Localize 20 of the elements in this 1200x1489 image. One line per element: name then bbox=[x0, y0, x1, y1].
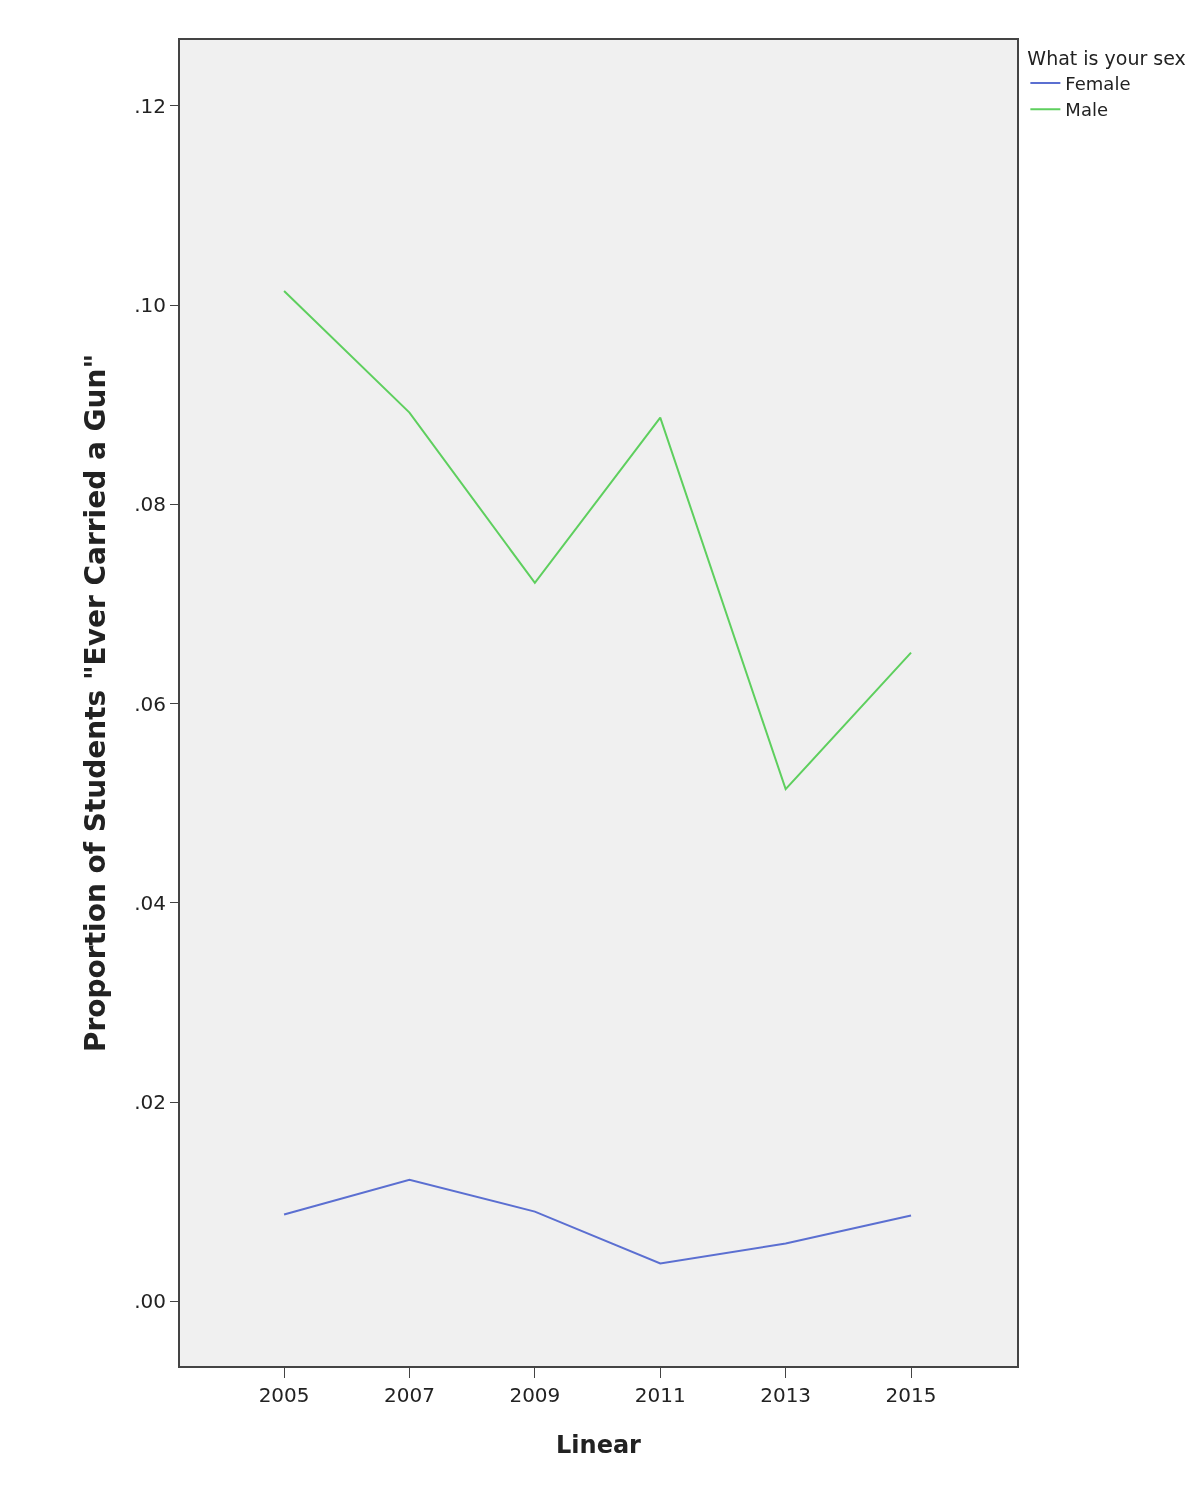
legend-label: Male bbox=[1065, 99, 1109, 121]
x-tick-label: 2007 bbox=[384, 1383, 435, 1407]
y-tick-label: .12 bbox=[134, 93, 166, 118]
legend-title: What is your sex bbox=[1027, 46, 1186, 69]
y-tick-label: .02 bbox=[134, 1090, 166, 1114]
y-tick-label: .06 bbox=[134, 691, 166, 716]
x-axis-title: Linear bbox=[556, 1430, 642, 1459]
x-tick-label: 2013 bbox=[760, 1383, 812, 1407]
x-tick-label: 2009 bbox=[509, 1383, 561, 1407]
x-tick-label: 2011 bbox=[634, 1383, 686, 1407]
y-tick-label: .04 bbox=[134, 890, 166, 915]
y-tick-label: .00 bbox=[134, 1289, 166, 1314]
legend-label: Female bbox=[1065, 72, 1131, 94]
y-tick-label: .08 bbox=[134, 492, 166, 517]
line-series bbox=[283, 290, 913, 791]
x-tick-label: 2015 bbox=[885, 1383, 937, 1407]
y-tick-label: .10 bbox=[134, 293, 166, 317]
y-axis-title: Proportion of Students "Ever Carried a Gun" bbox=[79, 353, 113, 1053]
x-tick-label: 2005 bbox=[258, 1383, 310, 1407]
line-series bbox=[283, 1178, 913, 1265]
